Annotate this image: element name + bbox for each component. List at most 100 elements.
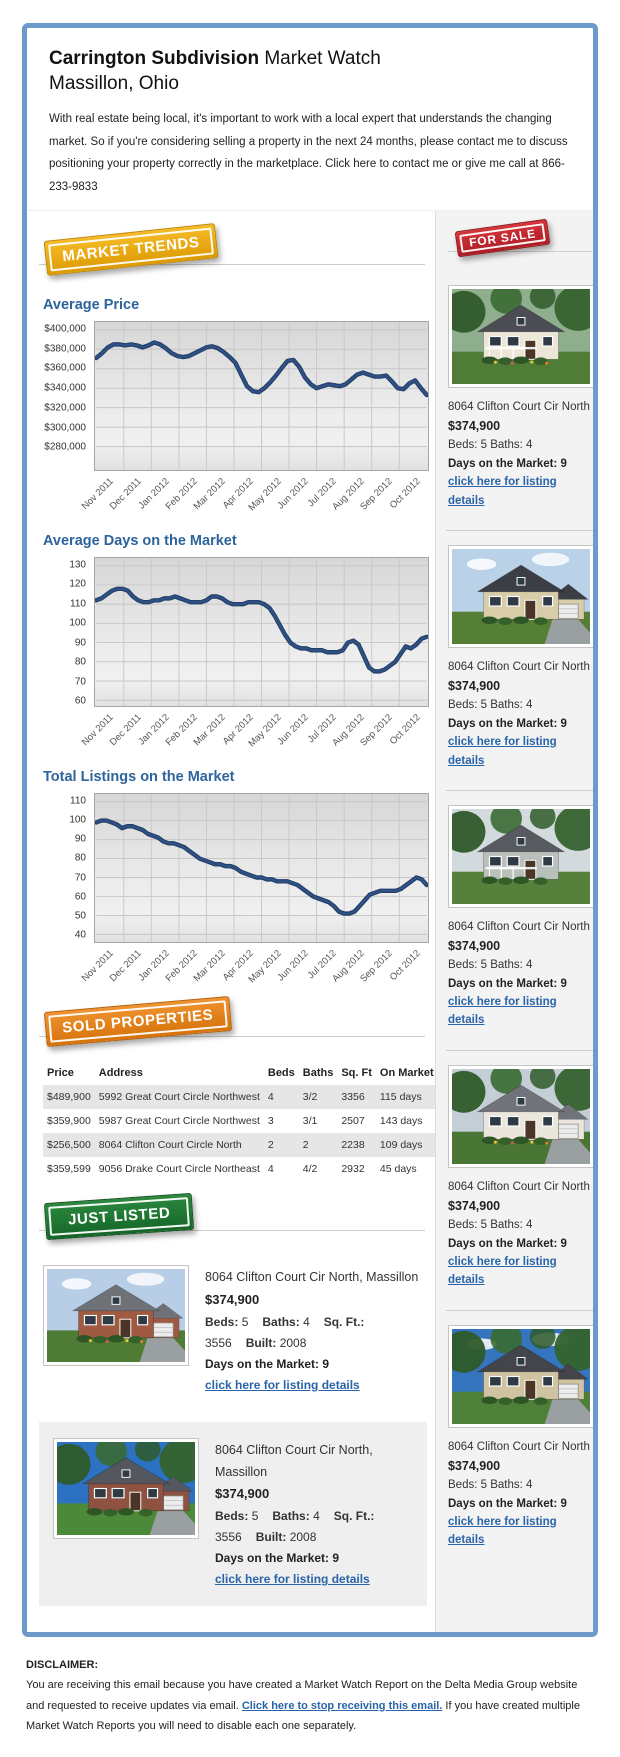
y-tick-label: 80 (74, 852, 86, 864)
just-listed-badge: JUST LISTED (43, 1192, 195, 1241)
plot-area: Nov 2011 Dec 2011 Jan 2012 Feb 2012 Mar 2012… (80, 321, 429, 519)
intro-text: With real estate being local, it's impor… (49, 113, 568, 193)
listing-details: 8064 Clifton Court Cir North $374,900 Be… (448, 398, 593, 510)
title-suffix: Market Watch (259, 48, 381, 69)
cell-address: 9056 Drake Court Circle Northeast (98, 1163, 260, 1176)
x-axis: Nov 2011 Dec 2011 Jan 2012 Feb 2012 Mar 2012… (80, 943, 429, 991)
col-sqft: Sq. Ft (341, 1067, 372, 1080)
listing-photo[interactable] (53, 1437, 199, 1539)
y-tick-label: 80 (74, 656, 86, 668)
listing-photo[interactable] (448, 285, 593, 389)
sqft-value: 3556 (215, 1530, 242, 1545)
cell-on-market: 45 days (379, 1163, 417, 1176)
cell-address: 5987 Great Court Circle Northwest (98, 1115, 260, 1128)
built-label: Built: (245, 1335, 277, 1350)
built-value: 2008 (279, 1335, 307, 1350)
listing-price: $374,900 (448, 419, 501, 434)
beds-baths: Beds: 5 Baths: 4 (448, 699, 533, 712)
cell-price: $256,500 (47, 1139, 91, 1152)
y-tick-label: 100 (69, 617, 86, 629)
cell-on-market: 143 days (379, 1115, 423, 1128)
total-listings-chart: 110 100 90 80 70 60 50 40 Nov 2011 Dec 2011 Jan 20… (37, 793, 429, 991)
days-on-market: Days on the Market: 9 (448, 1497, 567, 1510)
y-axis: 130 120 110 100 90 80 70 60 (37, 557, 94, 707)
for-sale-card: 8064 Clifton Court Cir North $374,900 Be… (446, 271, 593, 522)
days-on-market: Days on the Market: 9 (448, 457, 567, 470)
main-column: MARKET TRENDS Average Price $400,000 $380… (27, 211, 500, 1632)
cell-baths: 3/2 (302, 1091, 318, 1104)
x-axis: Nov 2011 Dec 2011 Jan 2012 Feb 2012 Mar 2012… (80, 707, 429, 755)
listing-photo[interactable] (448, 1324, 593, 1428)
table-row: $359,900 5987 Great Court Circle Northwe… (43, 1109, 500, 1133)
content-columns: MARKET TRENDS Average Price $400,000 $380… (27, 210, 593, 1633)
listing-details-link[interactable]: click here for listing details (215, 1572, 370, 1587)
days-on-market: Days on the Market: 9 (205, 1356, 330, 1371)
cell-price: $359,900 (47, 1115, 91, 1128)
beds-value: 5 (251, 1509, 259, 1524)
y-tick-label: 60 (74, 695, 86, 707)
disclaimer: DISCLAIMER: You are receiving this email… (26, 1655, 591, 1736)
market-trends-badge: MARKET TRENDS (43, 223, 219, 276)
listing-details-link[interactable]: click here for listing details (448, 1256, 557, 1287)
listing-details-link[interactable]: click here for listing details (205, 1377, 360, 1392)
sold-properties-table: Price Address Beds Baths Sq. Ft On Marke… (43, 1061, 500, 1181)
y-tick-label: 60 (74, 891, 86, 903)
y-tick-label: $380,000 (44, 343, 86, 355)
beds-baths: Beds: 5 Baths: 4 (448, 439, 533, 452)
email-header: Carrington Subdivision Market Watch Mass… (27, 28, 593, 210)
y-tick-label: 110 (70, 598, 86, 610)
listing-price: $374,900 (215, 1486, 270, 1502)
section-rule (39, 1036, 425, 1038)
cell-sqft: 2932 (341, 1163, 365, 1176)
just-listed-item: 8064 Clifton Court Cir North, Massillon … (43, 1265, 423, 1396)
just-listed-section-head: JUST LISTED (37, 1191, 429, 1249)
cell-price: $489,900 (47, 1091, 91, 1104)
cell-sqft: 2238 (341, 1139, 365, 1152)
baths-label: Baths: (262, 1314, 300, 1329)
page-subtitle: Massillon, Ohio (49, 72, 179, 94)
unsubscribe-link[interactable]: Click here to stop receiving this email. (241, 1699, 443, 1712)
y-tick-label: 90 (74, 637, 86, 649)
listing-photo[interactable] (43, 1265, 189, 1367)
table-row: $256,500 8064 Clifton Court Circle North… (43, 1133, 500, 1158)
listing-address: 8064 Clifton Court Cir North (448, 1180, 590, 1193)
col-address: Address (98, 1067, 143, 1080)
baths-value: 4 (313, 1509, 320, 1524)
chart-average-price: Average Price $400,000 $380,000 $360,000 $3… (37, 297, 429, 519)
y-tick-label: 90 (74, 833, 86, 845)
for-sale-section-head: FOR SALE (446, 218, 593, 265)
listing-details-link[interactable]: click here for listing details (448, 1516, 557, 1547)
listing-details: 8064 Clifton Court Cir North $374,900 Be… (448, 658, 593, 770)
listing-address: 8064 Clifton Court Cir North (448, 401, 590, 414)
beds-baths: Beds: 5 Baths: 4 (448, 959, 533, 972)
listing-photo[interactable] (448, 1064, 593, 1168)
sqft-label: Sq. Ft.: (333, 1509, 375, 1524)
y-tick-label: $300,000 (44, 422, 86, 434)
for-sale-card: 8064 Clifton Court Cir North $374,900 Be… (446, 1049, 593, 1302)
listing-photo[interactable] (448, 544, 593, 648)
plot-area: Nov 2011 Dec 2011 Jan 2012 Feb 2012 Mar 2012… (80, 557, 429, 755)
listing-details-link[interactable]: click here for listing details (448, 996, 557, 1027)
col-baths: Baths (302, 1067, 334, 1080)
x-axis: Nov 2011 Dec 2011 Jan 2012 Feb 2012 Mar 2012… (80, 471, 429, 519)
cell-on-market: 115 days (379, 1091, 422, 1104)
cell-beds: 2 (267, 1139, 274, 1152)
listing-details: 8064 Clifton Court Cir North, Massillon … (205, 1265, 423, 1396)
listing-address: 8064 Clifton Court Cir North, Massillon (205, 1270, 419, 1285)
y-tick-label: 70 (74, 676, 86, 688)
listing-details-link[interactable]: click here for listing details (448, 736, 557, 767)
y-tick-label: 130 (69, 559, 86, 571)
y-tick-label: 110 (70, 795, 86, 807)
for-sale-card: 8064 Clifton Court Cir North $374,900 Be… (446, 789, 593, 1042)
cell-address: 8064 Clifton Court Circle North (98, 1139, 242, 1152)
section-rule (39, 264, 425, 266)
y-tick-label: 100 (69, 814, 86, 826)
beds-baths: Beds: 5 Baths: 4 (448, 1479, 533, 1492)
chart-title-average-days: Average Days on the Market (43, 533, 237, 550)
cell-address: 5992 Great Court Circle Northwest (98, 1091, 260, 1104)
chart-average-days: Average Days on the Market 130 120 110 100 9… (37, 533, 429, 755)
cell-baths: 2 (302, 1139, 309, 1152)
listing-details-link[interactable]: click here for listing details (448, 476, 557, 507)
cell-beds: 4 (267, 1163, 274, 1176)
listing-photo[interactable] (448, 804, 593, 908)
